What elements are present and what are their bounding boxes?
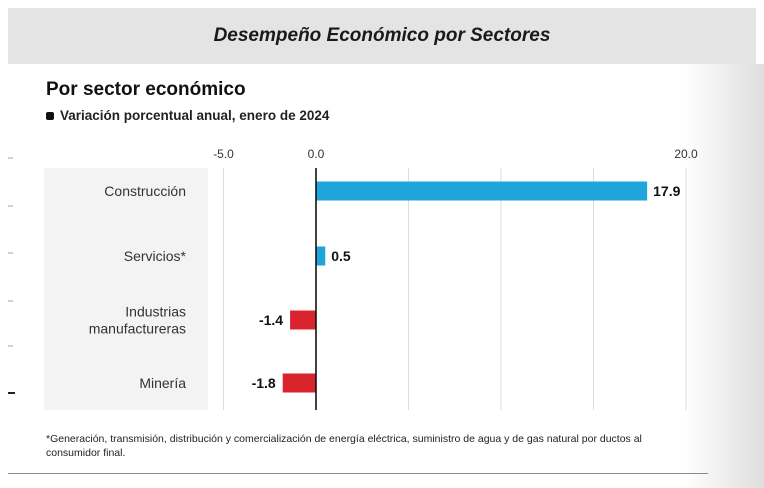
right-shade [684, 64, 764, 488]
chart-title: Por sector económico [46, 79, 246, 100]
banner: Desempeño Económico por Sectores [8, 8, 756, 64]
side-tick [8, 345, 13, 347]
category-label-line: Construcción [104, 183, 186, 199]
x-tick-label: -5.0 [213, 147, 234, 161]
data-label: -1.8 [252, 375, 276, 391]
banner-title: Desempeño Económico por Sectores [213, 25, 551, 46]
data-label: 0.5 [331, 248, 351, 264]
side-tick [8, 205, 13, 207]
x-tick-label: 0.0 [308, 147, 325, 161]
category-label: Servicios* [124, 248, 187, 264]
category-label: Construcción [104, 183, 186, 199]
bottom-rule [8, 473, 708, 474]
chart-subtitle-text: Variación porcentual anual, enero de 202… [60, 108, 330, 123]
bullet-icon [46, 111, 54, 120]
side-tick [8, 157, 13, 159]
category-label: Industrias manufactureras [89, 304, 186, 337]
x-tick-label: 20.0 [674, 147, 698, 161]
category-panel [44, 168, 208, 410]
category-label-line: manufactureras [89, 321, 186, 337]
footnote: *Generación, transmisión, distribución y… [46, 433, 642, 459]
side-tick [8, 392, 15, 394]
category-label-line: Industrias [125, 304, 186, 320]
bar [316, 181, 648, 201]
category-label: Minería [139, 375, 186, 391]
category-label-line: Servicios* [124, 248, 187, 264]
data-label: -1.4 [259, 312, 283, 328]
side-tick [8, 300, 13, 302]
bar [290, 310, 316, 330]
bar [316, 246, 326, 266]
data-label: 17.9 [653, 183, 680, 199]
bar [282, 373, 316, 393]
side-tick [8, 252, 13, 254]
category-label-line: Minería [139, 375, 186, 391]
chart-subtitle: Variación porcentual anual, enero de 202… [46, 108, 329, 123]
